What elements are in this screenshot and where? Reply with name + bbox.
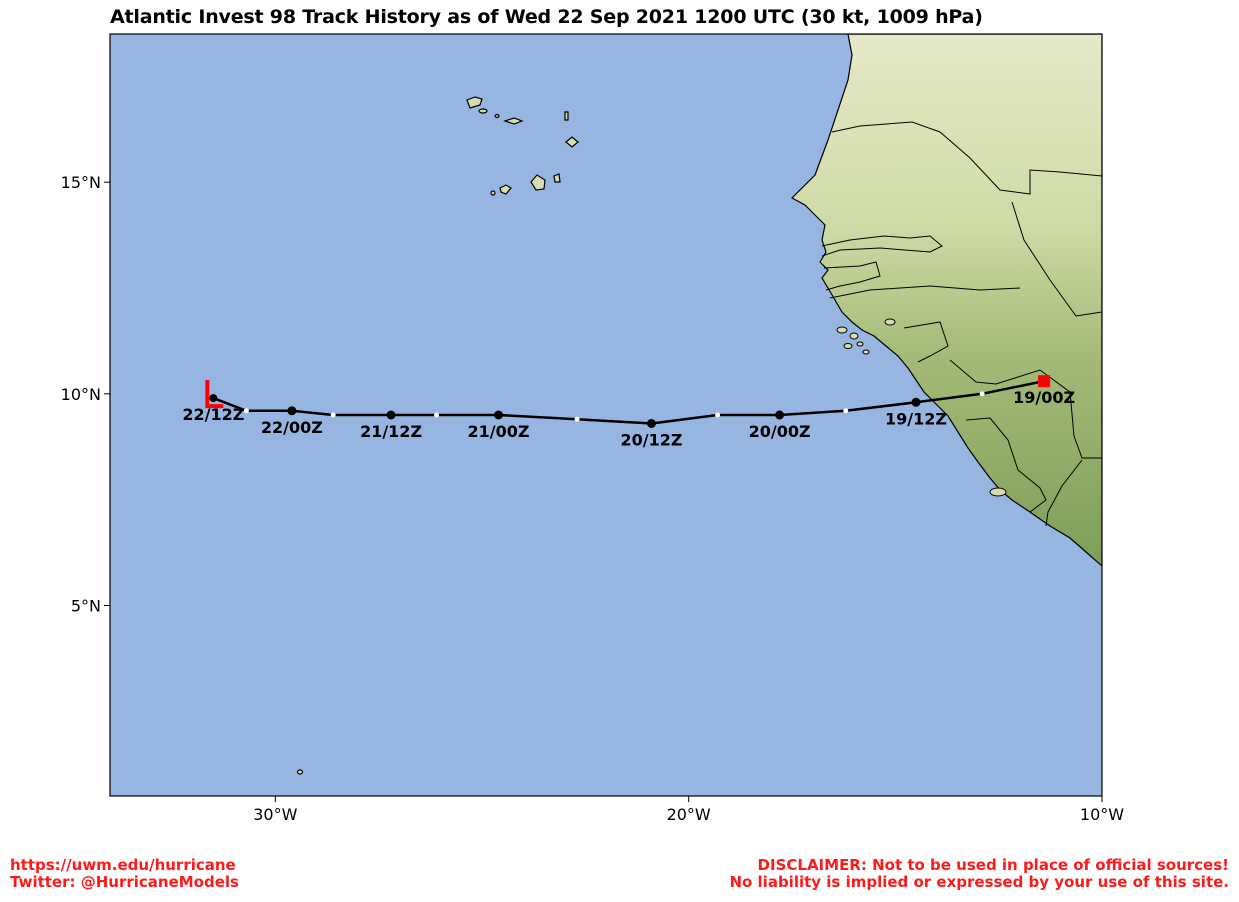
lon-tick-label: 20°W <box>667 805 711 824</box>
track-intermediate-point <box>715 412 721 418</box>
lat-tick-label: 10°N <box>61 385 101 404</box>
lon-tick-label: 30°W <box>253 805 297 824</box>
disclaimer-line-1: DISCLAIMER: Not to be used in place of o… <box>757 856 1229 874</box>
track-time-label: 22/00Z <box>261 418 323 437</box>
footer-links: https://uwm.edu/hurricane Twitter: @Hurr… <box>10 857 239 891</box>
track-intermediate-point <box>843 408 849 414</box>
track-time-label: 22/12Z <box>182 405 244 424</box>
track-start-marker <box>1038 375 1051 388</box>
track-intermediate-point <box>434 412 440 418</box>
lat-tick-label: 5°N <box>71 597 101 616</box>
track-intermediate-point <box>979 391 985 397</box>
coastal-islands <box>836 318 1007 497</box>
disclaimer: DISCLAIMER: Not to be used in place of o… <box>729 857 1229 891</box>
track-point <box>775 410 785 420</box>
track-time-label: 20/12Z <box>620 430 682 449</box>
twitter-handle[interactable]: Twitter: @HurricaneModels <box>10 873 239 891</box>
cape-verde-islands <box>296 96 579 775</box>
current-position-marker <box>205 380 224 409</box>
disclaimer-line-2: No liability is implied or expressed by … <box>729 873 1229 891</box>
africa-landmass <box>791 34 1102 567</box>
lon-tick-label: 10°W <box>1080 805 1124 824</box>
country-borders <box>821 121 1102 527</box>
track-time-label: 21/00Z <box>468 422 530 441</box>
track-time-label: 21/12Z <box>360 422 422 441</box>
track-time-label: 19/00Z <box>1013 388 1075 407</box>
track-intermediate-point <box>330 412 336 418</box>
lat-tick-label: 15°N <box>61 173 101 192</box>
track-point <box>911 397 921 407</box>
track-current-point <box>209 394 218 403</box>
track-time-label: 20/00Z <box>749 422 811 441</box>
track-intermediate-point <box>243 408 249 414</box>
track-intermediate-point <box>574 416 580 422</box>
track-point <box>287 406 297 416</box>
track-point <box>494 410 504 420</box>
track-time-label: 19/12Z <box>885 409 947 428</box>
map-frame <box>109 33 1103 797</box>
track-point <box>386 410 396 420</box>
map-title: Atlantic Invest 98 Track History as of W… <box>110 6 983 28</box>
website-link[interactable]: https://uwm.edu/hurricane <box>10 856 236 874</box>
track-point <box>646 418 656 428</box>
